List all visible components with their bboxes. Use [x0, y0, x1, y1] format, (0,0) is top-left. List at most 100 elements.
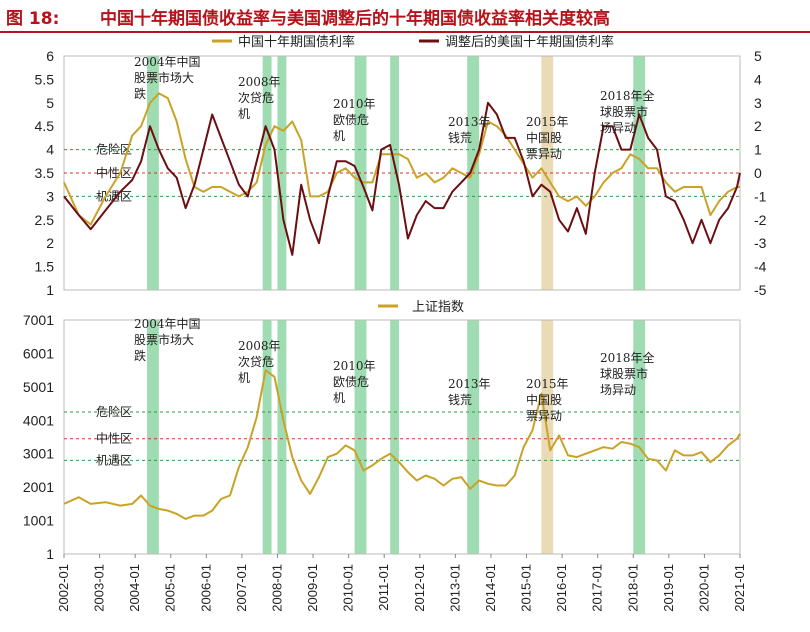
x-tick-label: 2010-01 [341, 564, 356, 612]
reference-line-label: 机遇区 [96, 189, 132, 203]
x-tick-group: 2006-01 [198, 564, 213, 612]
highlight-band [541, 56, 554, 290]
y-right-tick-label: 0 [754, 165, 762, 181]
y-right-tick-label: -2 [754, 212, 767, 228]
x-tick-group: 2004-01 [127, 564, 142, 612]
x-tick-label: 2011-01 [376, 564, 391, 611]
event-annotation: 2010年 [333, 97, 376, 111]
y-left-tick-label: 1 [46, 546, 54, 562]
highlight-band [147, 320, 159, 554]
title-divider [0, 31, 810, 33]
x-tick-label: 2019-01 [661, 564, 676, 612]
y-left-tick-label: 2001 [23, 479, 54, 495]
y-left-tick-label: 6 [46, 48, 54, 64]
y-left-tick-label: 4001 [23, 412, 54, 428]
event-annotation: 次贷危 [238, 355, 274, 369]
event-annotation: 股票市场大 [134, 332, 194, 347]
x-tick-group: 2015-01 [519, 564, 534, 612]
y-left-tick-label: 6001 [23, 345, 54, 361]
x-tick-group: 2012-01 [412, 564, 427, 612]
x-tick-group: 2021-01 [732, 564, 747, 612]
y-left-tick-label: 5.5 [35, 71, 55, 87]
series-line-us-adjusted-10y [63, 101, 741, 256]
x-tick-group: 2018-01 [625, 564, 640, 612]
reference-line-label: 中性区 [96, 165, 132, 180]
x-tick-group: 2013-01 [447, 564, 462, 612]
x-tick-label: 2007-01 [234, 564, 249, 612]
y-left-tick-label: 2.5 [35, 212, 55, 228]
bottom-plot-frame [63, 319, 741, 555]
y-left-tick-label: 3001 [23, 446, 54, 462]
highlight-band [633, 320, 646, 554]
event-annotation: 中国股 [526, 392, 562, 407]
x-tick-label: 2003-01 [92, 564, 107, 612]
x-tick-group: 2010-01 [341, 564, 356, 612]
y-left-tick-label: 3 [46, 188, 54, 204]
event-annotation: 2015年 [526, 377, 569, 391]
reference-line-label: 危险区 [96, 142, 132, 157]
y-left-tick-label: 4.5 [35, 118, 55, 134]
figure-number: 图 18: [6, 9, 60, 29]
y-left-tick-label: 1.5 [35, 259, 55, 275]
x-tick-label: 2004-01 [127, 564, 142, 612]
event-annotation: 球股票市 [600, 104, 648, 119]
x-tick-group: 2011-01 [376, 564, 391, 611]
event-annotation: 跌 [134, 348, 146, 363]
highlight-band [390, 320, 400, 554]
highlight-band [354, 320, 367, 554]
event-annotation: 2004年中国 [134, 316, 201, 331]
legend-label: 中国十年期国债利率 [238, 34, 355, 50]
highlight-band [277, 320, 287, 554]
y-left-tick-label: 1 [46, 282, 54, 298]
x-tick-group: 2008-01 [270, 564, 285, 612]
y-right-tick-label: -4 [754, 259, 767, 275]
reference-line-label: 危险区 [96, 404, 132, 419]
x-tick-group: 2016-01 [554, 564, 569, 612]
x-tick-group: 2009-01 [305, 564, 320, 612]
x-tick-group: 2007-01 [234, 564, 249, 612]
event-annotation: 机 [238, 371, 250, 385]
event-annotation: 机 [333, 391, 345, 405]
series-line-china-10y [63, 92, 740, 226]
y-left-tick-label: 5 [46, 95, 54, 111]
y-right-tick-label: -5 [754, 282, 767, 298]
y-right-tick-label: -3 [754, 235, 767, 251]
x-tick-label: 2014-01 [483, 564, 498, 612]
reference-line-label: 中性区 [96, 431, 132, 446]
event-annotation: 2018年全 [600, 350, 655, 365]
event-annotation: 中国股 [526, 130, 562, 145]
event-annotation: 钱荒 [448, 392, 472, 407]
series-line-shanghai-index [63, 369, 741, 520]
x-tick-label: 2005-01 [163, 564, 178, 612]
event-annotation: 2008年 [238, 339, 281, 353]
y-right-tick-label: 3 [754, 95, 762, 111]
y-right-tick-label: 5 [754, 48, 762, 64]
highlight-band [262, 320, 272, 554]
y-left-tick-label: 7001 [23, 312, 54, 328]
event-annotation: 欧债危 [333, 375, 369, 389]
event-annotation: 机 [333, 129, 345, 143]
y-left-tick-label: 3.5 [35, 165, 55, 181]
event-annotation: 欧债危 [333, 113, 369, 127]
x-tick-label: 2021-01 [732, 564, 747, 612]
y-right-tick-label: 4 [754, 71, 762, 87]
x-tick-label: 2006-01 [198, 564, 213, 612]
y-right-tick-label: 2 [754, 118, 762, 134]
y-left-tick-label: 1001 [23, 513, 54, 529]
figure-title: 中国十年期国债收益率与美国调整后的十年期国债收益率相关度较高 [100, 9, 610, 29]
x-tick-label: 2018-01 [625, 564, 640, 612]
y-left-tick-label: 5001 [23, 379, 54, 395]
x-tick-label: 2017-01 [590, 564, 605, 612]
event-annotation: 跌 [134, 86, 146, 101]
y-left-tick-label: 2 [46, 235, 54, 251]
event-annotation: 2013年 [448, 377, 491, 391]
highlight-band [147, 56, 159, 290]
x-tick-label: 2009-01 [305, 564, 320, 612]
event-annotation: 2004年中国 [134, 54, 201, 69]
event-annotation: 2010年 [333, 359, 376, 373]
x-tick-group: 2002-01 [56, 564, 71, 612]
event-annotation: 票异动 [526, 147, 562, 161]
x-tick-label: 2012-01 [412, 564, 427, 612]
legend-label: 上证指数 [412, 300, 464, 315]
